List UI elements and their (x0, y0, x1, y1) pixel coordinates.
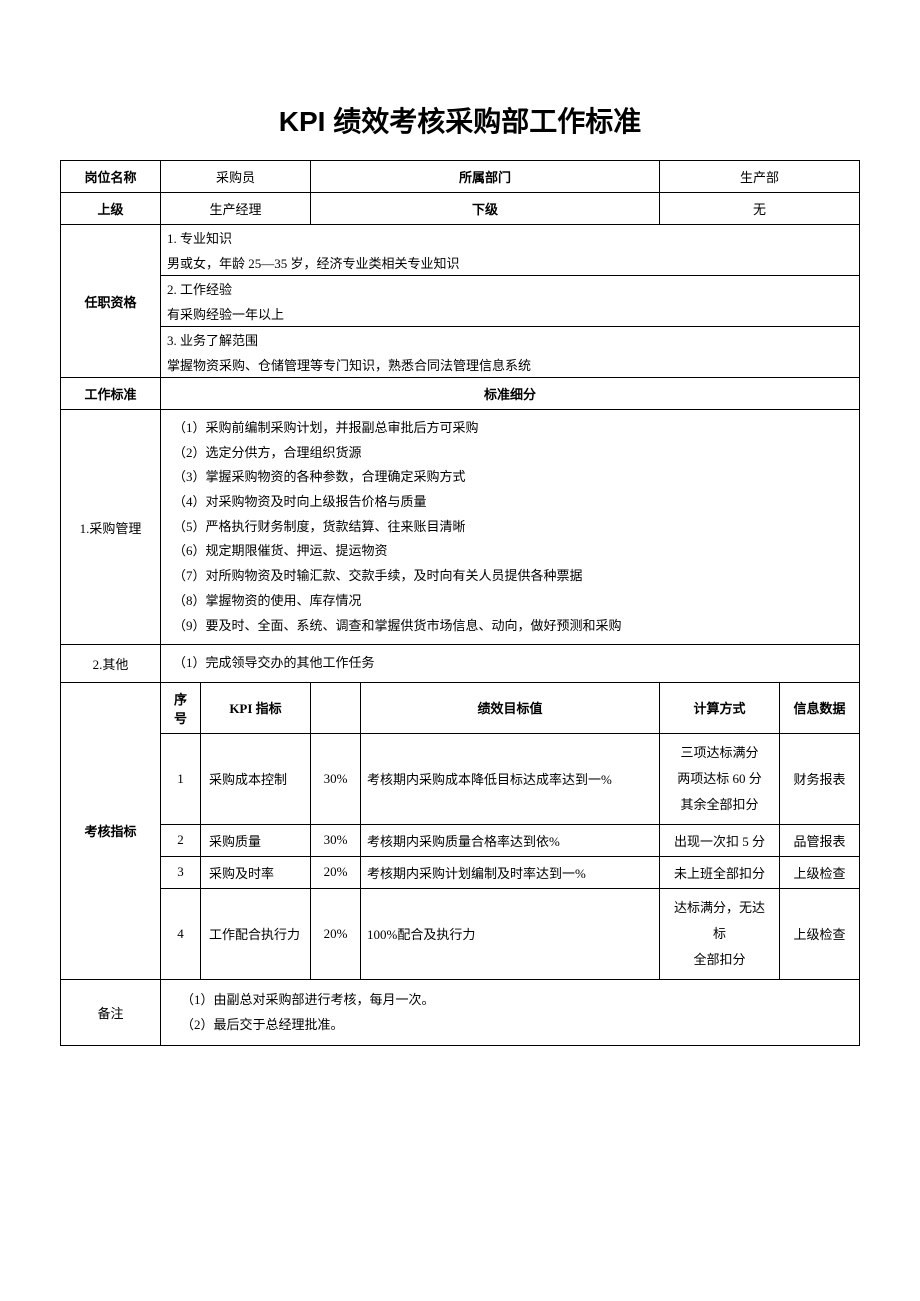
kpi-indicator: 采购质量 (201, 824, 311, 856)
header-row-1: 岗位名称 采购员 所属部门 生产部 (61, 161, 860, 193)
kpi-indicator: 采购及时率 (201, 856, 311, 888)
work-item: （6）规定期限催货、押运、提运物资 (173, 539, 847, 564)
remark-item: （2）最后交于总经理批准。 (181, 1013, 839, 1038)
kpi-target: 考核期内采购质量合格率达到依% (361, 824, 660, 856)
remark-content: （1）由副总对采购部进行考核，每月一次。 （2）最后交于总经理批准。 (161, 979, 860, 1045)
remark-item: （1）由副总对采购部进行考核，每月一次。 (181, 988, 839, 1013)
qual-1-desc: 男或女，年龄 25—35 岁，经济专业类相关专业知识 (161, 250, 859, 276)
kpi-row: 4 工作配合执行力 20% 100%配合及执行力 达标满分，无达标 全部扣分 上… (61, 888, 860, 979)
work-item: （2）选定分供方，合理组织货源 (173, 441, 847, 466)
work-standard-label: 工作标准 (61, 378, 161, 410)
subordinate-value: 无 (660, 193, 860, 225)
work-item: （9）要及时、全面、系统、调查和掌握供货市场信息、动向，做好预测和采购 (173, 614, 847, 639)
kpi-label: 考核指标 (61, 682, 161, 979)
qualification-label: 任职资格 (61, 225, 161, 378)
main-table: 岗位名称 采购员 所属部门 生产部 上级 生产经理 下级 无 任职资格 1. 专… (60, 160, 860, 1046)
remark-row: 备注 （1）由副总对采购部进行考核，每月一次。 （2）最后交于总经理批准。 (61, 979, 860, 1045)
kpi-seq: 3 (161, 856, 201, 888)
kpi-row: 2 采购质量 30% 考核期内采购质量合格率达到依% 出现一次扣 5 分 品管报… (61, 824, 860, 856)
kpi-seq: 1 (161, 733, 201, 824)
remark-label: 备注 (61, 979, 161, 1045)
work-item: （3）掌握采购物资的各种参数，合理确定采购方式 (173, 465, 847, 490)
work-section-1-label: 1.采购管理 (61, 410, 161, 645)
work-item: （1）完成领导交办的其他工作任务 (173, 651, 847, 676)
work-section-1-content: （1）采购前编制采购计划，并报副总审批后方可采购 （2）选定分供方，合理组织货源… (161, 410, 860, 645)
superior-value: 生产经理 (161, 193, 311, 225)
header-row-2: 上级 生产经理 下级 无 (61, 193, 860, 225)
kpi-row: 3 采购及时率 20% 考核期内采购计划编制及时率达到一% 未上班全部扣分 上级… (61, 856, 860, 888)
kpi-data: 财务报表 (780, 733, 860, 824)
document-title: KPI 绩效考核采购部工作标准 (60, 100, 860, 140)
work-item: （8）掌握物资的使用、库存情况 (173, 589, 847, 614)
qualification-row: 任职资格 1. 专业知识 男或女，年龄 25—35 岁，经济专业类相关专业知识 … (61, 225, 860, 378)
kpi-header-calc: 计算方式 (660, 682, 780, 733)
superior-label: 上级 (61, 193, 161, 225)
kpi-data: 上级检查 (780, 856, 860, 888)
kpi-seq: 2 (161, 824, 201, 856)
kpi-target: 100%配合及执行力 (361, 888, 660, 979)
work-section-2-content: （1）完成领导交办的其他工作任务 (161, 645, 860, 683)
kpi-indicator: 采购成本控制 (201, 733, 311, 824)
kpi-weight: 20% (311, 856, 361, 888)
kpi-header-row: 考核指标 序号 KPI 指标 绩效目标值 计算方式 信息数据 (61, 682, 860, 733)
work-section-2-label: 2.其他 (61, 645, 161, 683)
kpi-target: 考核期内采购计划编制及时率达到一% (361, 856, 660, 888)
qual-1-title: 1. 专业知识 (161, 225, 859, 250)
kpi-header-data: 信息数据 (780, 682, 860, 733)
dept-value: 生产部 (660, 161, 860, 193)
position-value: 采购员 (161, 161, 311, 193)
dept-label: 所属部门 (311, 161, 660, 193)
work-item: （7）对所购物资及时输汇款、交款手续，及时向有关人员提供各种票据 (173, 564, 847, 589)
work-standard-detail-label: 标准细分 (161, 378, 860, 410)
kpi-calc: 未上班全部扣分 (660, 856, 780, 888)
qual-3-title: 3. 业务了解范围 (161, 327, 859, 352)
kpi-calc: 出现一次扣 5 分 (660, 824, 780, 856)
qual-2-title: 2. 工作经验 (161, 276, 859, 301)
kpi-indicator: 工作配合执行力 (201, 888, 311, 979)
kpi-row: 1 采购成本控制 30% 考核期内采购成本降低目标达成率达到一% 三项达标满分 … (61, 733, 860, 824)
kpi-calc: 达标满分，无达标 全部扣分 (660, 888, 780, 979)
kpi-header-weight (311, 682, 361, 733)
kpi-header-seq: 序号 (161, 682, 201, 733)
qual-3-desc: 掌握物资采购、仓储管理等专门知识，熟悉合同法管理信息系统 (161, 352, 859, 377)
kpi-data: 上级检查 (780, 888, 860, 979)
kpi-header-indicator: KPI 指标 (201, 682, 311, 733)
position-label: 岗位名称 (61, 161, 161, 193)
kpi-seq: 4 (161, 888, 201, 979)
kpi-calc: 三项达标满分 两项达标 60 分 其余全部扣分 (660, 733, 780, 824)
kpi-header-target: 绩效目标值 (361, 682, 660, 733)
work-standard-header-row: 工作标准 标准细分 (61, 378, 860, 410)
work-section-2-row: 2.其他 （1）完成领导交办的其他工作任务 (61, 645, 860, 683)
kpi-data: 品管报表 (780, 824, 860, 856)
kpi-target: 考核期内采购成本降低目标达成率达到一% (361, 733, 660, 824)
work-section-1-row: 1.采购管理 （1）采购前编制采购计划，并报副总审批后方可采购 （2）选定分供方… (61, 410, 860, 645)
kpi-weight: 30% (311, 733, 361, 824)
subordinate-label: 下级 (311, 193, 660, 225)
kpi-weight: 20% (311, 888, 361, 979)
work-item: （5）严格执行财务制度，货款结算、往来账目清晰 (173, 515, 847, 540)
work-item: （1）采购前编制采购计划，并报副总审批后方可采购 (173, 416, 847, 441)
qualification-content: 1. 专业知识 男或女，年龄 25—35 岁，经济专业类相关专业知识 2. 工作… (161, 225, 860, 378)
qual-2-desc: 有采购经验一年以上 (161, 301, 859, 327)
work-item: （4）对采购物资及时向上级报告价格与质量 (173, 490, 847, 515)
kpi-weight: 30% (311, 824, 361, 856)
